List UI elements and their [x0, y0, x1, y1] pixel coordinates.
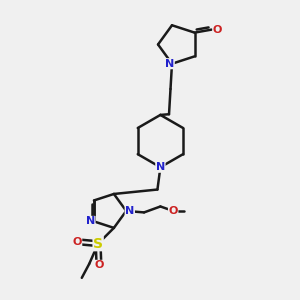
Text: N: N — [156, 162, 165, 172]
Text: S: S — [93, 237, 103, 251]
Text: N: N — [86, 216, 95, 226]
Text: N: N — [165, 59, 174, 69]
Text: O: O — [169, 206, 178, 216]
Text: O: O — [94, 260, 104, 270]
Text: O: O — [213, 25, 222, 34]
Text: N: N — [125, 206, 134, 216]
Text: O: O — [72, 237, 82, 247]
